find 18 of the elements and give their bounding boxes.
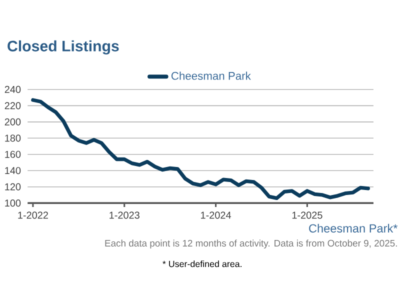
line-series: [31, 98, 370, 200]
text: Each data point is 12 months of activity. Data is from October 9, 2025.: [105, 239, 397, 248]
chart-title: Closed Listings: [8, 40, 119, 54]
y-tick-label: 140: [5, 166, 21, 174]
x-tick-label: 1-2023: [110, 211, 140, 219]
legend-label: Cheesman Park: [171, 71, 251, 80]
y-tick-label: 120: [5, 183, 21, 190]
x-tick-label: 1-2025: [292, 211, 322, 219]
y-tick-label: 240: [4, 86, 21, 93]
text: Cheesman Park*: [309, 224, 398, 232]
x-tick-label: 1-2022: [18, 211, 48, 219]
y-tick-label: 180: [5, 134, 21, 142]
y-tick-label: 100: [5, 199, 21, 206]
x-tick-label: 1-2024: [201, 211, 232, 219]
y-tick-label: 200: [4, 118, 21, 126]
text: * User-defined area.: [162, 260, 242, 267]
y-tick-label: 160: [5, 150, 21, 158]
y-tick-label: 220: [4, 102, 21, 110]
